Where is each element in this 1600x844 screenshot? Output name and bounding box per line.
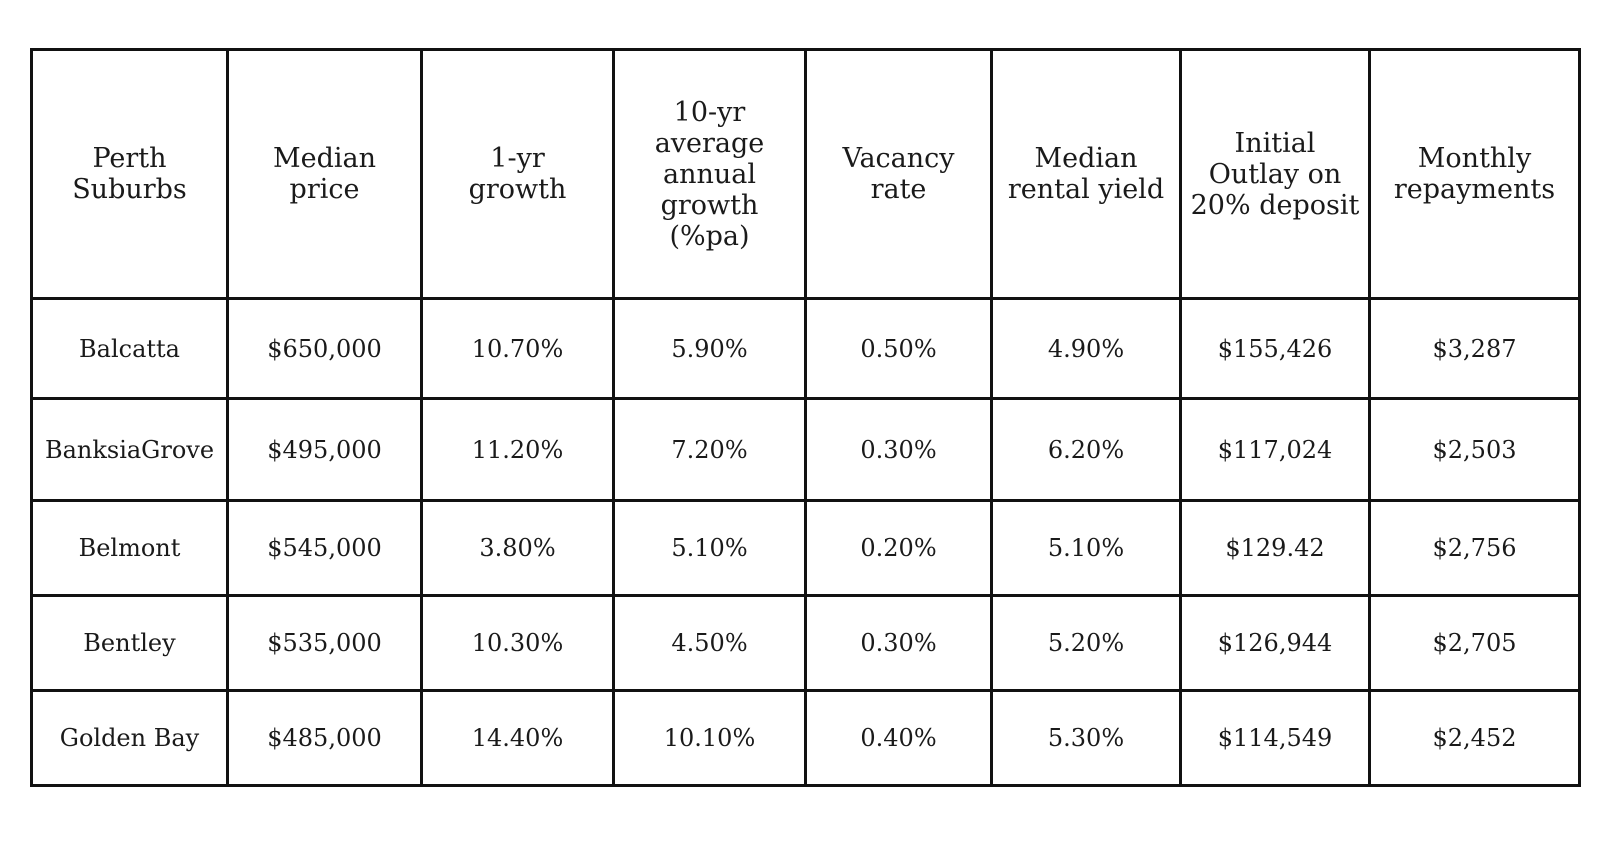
header-line: growth: [468, 174, 567, 205]
header-line: Initial: [1234, 127, 1316, 159]
cell-1yr-growth: 10.30%: [420, 594, 615, 692]
cell-initial-outlay: $155,426: [1179, 297, 1371, 400]
cell-suburb: Bentley: [30, 594, 229, 692]
header-line: 1-yr: [490, 143, 545, 174]
header-1yr-growth: 1-yr growth: [420, 48, 615, 300]
header-line: average: [654, 127, 765, 159]
cell-1yr-growth: 14.40%: [420, 689, 615, 787]
header-line: rental yield: [1007, 174, 1165, 205]
cell-10yr-growth: 4.50%: [612, 594, 807, 692]
header-line: Perth: [92, 143, 167, 174]
header-line: Monthly: [1417, 143, 1532, 174]
cell-initial-outlay: $117,024: [1179, 397, 1371, 502]
cell-vacancy-rate: 0.40%: [804, 689, 993, 787]
header-10yr-growth: 10-yr average annual growth (%pa): [612, 48, 807, 300]
table-row: Balcatta $650,000 10.70% 5.90% 0.50% 4.9…: [30, 297, 1581, 400]
header-line: Outlay on: [1208, 158, 1342, 190]
header-median-price: Median price: [226, 48, 423, 300]
cell-rental-yield: 4.90%: [990, 297, 1182, 400]
header-initial-outlay: Initial Outlay on 20% deposit: [1179, 48, 1371, 300]
cell-10yr-growth: 7.20%: [612, 397, 807, 502]
cell-monthly-repayments: $2,705: [1368, 594, 1581, 692]
cell-monthly-repayments: $2,756: [1368, 499, 1581, 597]
suburb-data-table: Perth Suburbs Median price 1-yr growth 1…: [30, 48, 1581, 787]
cell-suburb: Balcatta: [30, 297, 229, 400]
header-line: 20% deposit: [1190, 189, 1360, 221]
suburb-data-table-wrapper: Perth Suburbs Median price 1-yr growth 1…: [30, 48, 1581, 787]
header-median-rental-yield: Median rental yield: [990, 48, 1182, 300]
cell-initial-outlay: $129.42: [1179, 499, 1371, 597]
header-line: Suburbs: [72, 174, 187, 205]
cell-median-price: $535,000: [226, 594, 423, 692]
header-perth-suburbs: Perth Suburbs: [30, 48, 229, 300]
header-line: annual: [663, 158, 756, 190]
cell-rental-yield: 5.30%: [990, 689, 1182, 787]
cell-median-price: $485,000: [226, 689, 423, 787]
cell-10yr-growth: 10.10%: [612, 689, 807, 787]
header-line: repayments: [1393, 174, 1556, 205]
header-line: (%pa): [669, 220, 750, 252]
cell-monthly-repayments: $2,503: [1368, 397, 1581, 502]
cell-10yr-growth: 5.90%: [612, 297, 807, 400]
cell-1yr-growth: 11.20%: [420, 397, 615, 502]
cell-1yr-growth: 10.70%: [420, 297, 615, 400]
cell-monthly-repayments: $2,452: [1368, 689, 1581, 787]
cell-10yr-growth: 5.10%: [612, 499, 807, 597]
cell-1yr-growth: 3.80%: [420, 499, 615, 597]
header-monthly-repayments: Monthly repayments: [1368, 48, 1581, 300]
cell-median-price: $495,000: [226, 397, 423, 502]
cell-vacancy-rate: 0.30%: [804, 397, 993, 502]
cell-vacancy-rate: 0.50%: [804, 297, 993, 400]
cell-rental-yield: 5.10%: [990, 499, 1182, 597]
cell-rental-yield: 5.20%: [990, 594, 1182, 692]
cell-monthly-repayments: $3,287: [1368, 297, 1581, 400]
cell-suburb: Golden Bay: [30, 689, 229, 787]
header-line: growth: [660, 189, 759, 221]
table-row: BanksiaGrove $495,000 11.20% 7.20% 0.30%…: [30, 397, 1581, 502]
table-row: Belmont $545,000 3.80% 5.10% 0.20% 5.10%…: [30, 499, 1581, 597]
cell-initial-outlay: $126,944: [1179, 594, 1371, 692]
header-line: 10-yr: [673, 96, 746, 128]
header-vacancy-rate: Vacancy rate: [804, 48, 993, 300]
cell-vacancy-rate: 0.30%: [804, 594, 993, 692]
cell-suburb: BanksiaGrove: [30, 397, 229, 502]
cell-initial-outlay: $114,549: [1179, 689, 1371, 787]
cell-median-price: $650,000: [226, 297, 423, 400]
header-line: Median price: [272, 143, 377, 205]
cell-rental-yield: 6.20%: [990, 397, 1182, 502]
header-line: rate: [870, 174, 927, 205]
cell-suburb: Belmont: [30, 499, 229, 597]
table-header-row: Perth Suburbs Median price 1-yr growth 1…: [30, 48, 1581, 300]
header-line: Vacancy: [842, 143, 955, 174]
header-line: Median: [1034, 143, 1138, 174]
table-row: Bentley $535,000 10.30% 4.50% 0.30% 5.20…: [30, 594, 1581, 692]
cell-median-price: $545,000: [226, 499, 423, 597]
cell-vacancy-rate: 0.20%: [804, 499, 993, 597]
table-row: Golden Bay $485,000 14.40% 10.10% 0.40% …: [30, 689, 1581, 787]
